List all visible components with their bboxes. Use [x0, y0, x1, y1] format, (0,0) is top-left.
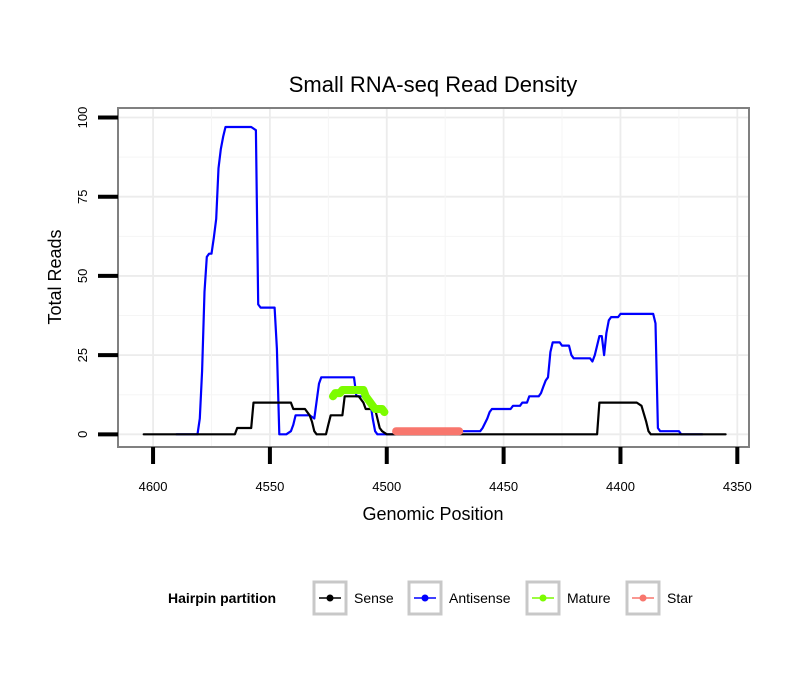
y-axis-label: Total Reads	[45, 229, 65, 324]
panel-border	[117, 107, 750, 448]
legend-dot-mature	[539, 594, 547, 602]
legend-title: Hairpin partition	[168, 590, 276, 606]
x-tick-label: 4600	[139, 479, 168, 494]
legend-label-sense: Sense	[354, 590, 394, 606]
x-tick-label: 4350	[723, 479, 752, 494]
y-tick-label: 100	[75, 107, 90, 129]
x-tick-label: 4400	[606, 479, 635, 494]
series-layer	[142, 125, 727, 436]
chart-title: Small RNA-seq Read Density	[289, 72, 578, 97]
y-tick-label: 50	[75, 269, 90, 283]
y-tick-label: 25	[75, 348, 90, 362]
series-antisense-line	[175, 125, 704, 436]
series-sense-line	[142, 395, 727, 436]
axis-layer: 0 25 50 75 100 4600 4550 4500 4450 4400 4350	[75, 107, 752, 494]
legend-dot-sense	[326, 594, 334, 602]
legend: Hairpin partition Sense Antisense Mature St…	[168, 580, 693, 616]
x-tick-label: 4500	[372, 479, 401, 494]
x-axis-label: Genomic Position	[362, 504, 503, 524]
y-tick-label: 0	[75, 431, 90, 438]
legend-dot-antisense	[421, 594, 429, 602]
legend-dot-star	[639, 594, 647, 602]
y-tick-label: 75	[75, 189, 90, 203]
x-tick-label: 4550	[255, 479, 284, 494]
legend-label-antisense: Antisense	[449, 590, 511, 606]
x-tick-label: 4450	[489, 479, 518, 494]
series-mature-line	[329, 386, 389, 417]
grid-layer	[118, 108, 749, 447]
legend-label-mature: Mature	[567, 590, 611, 606]
legend-label-star: Star	[667, 590, 693, 606]
